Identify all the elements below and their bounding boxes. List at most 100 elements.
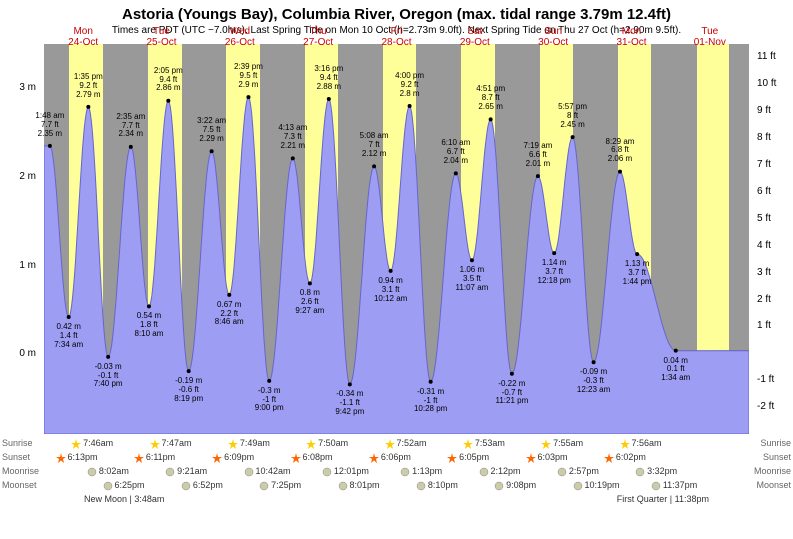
y-tick-ft: 7 ft (757, 159, 771, 170)
y-tick-ft: 3 ft (757, 267, 771, 278)
moonset-cell: 7:25pm (259, 480, 301, 491)
first-quarter-label: First Quarter | 11:38pm (617, 494, 709, 504)
moonset-label-left: Moonset (2, 480, 37, 490)
y-tick-m: 0 m (19, 348, 36, 359)
tide-label: 0.54 m1.8 ft8:10 am (135, 312, 164, 338)
moonrise-label-right: Moonrise (754, 466, 791, 476)
tide-label: 1.14 m3.7 ft12:18 pm (537, 259, 570, 285)
date-label: Mon24-Oct (44, 26, 122, 48)
y-tick-m: 3 m (19, 82, 36, 93)
moonrise-cell: 2:57pm (557, 466, 599, 477)
sunrise-cell: 7:47am (150, 438, 192, 449)
tide-label: 0.42 m1.4 ft7:34 am (54, 323, 83, 349)
moonrise-cell: 8:02am (87, 466, 129, 477)
tide-label: 8:29 am6.8 ft2.06 m (606, 138, 635, 164)
sunset-cell: 6:06pm (369, 452, 411, 463)
tide-label: 0.04 m0.1 ft1:34 am (661, 357, 690, 383)
moon-phase-row: New Moon | 3:48am First Quarter | 11:38p… (44, 494, 749, 508)
tide-label: 2:39 pm9.5 ft2.9 m (234, 63, 263, 89)
tide-label: 4:51 pm8.7 ft2.65 m (476, 85, 505, 111)
moonset-cell: 8:01pm (338, 480, 380, 491)
tide-label: 0.67 m2.2 ft8:46 am (215, 301, 244, 327)
moonrise-cell: 1:13pm (400, 466, 442, 477)
sunset-cell: 6:03pm (526, 452, 568, 463)
sunrise-cell: 7:46am (71, 438, 113, 449)
moonrise-cell: 10:42am (244, 466, 291, 477)
sunrise-cell: 7:49am (228, 438, 270, 449)
y-tick-ft: 10 ft (757, 78, 776, 89)
sunset-label-left: Sunset (2, 452, 30, 462)
y-tick-ft: 6 ft (757, 186, 771, 197)
date-label: Sat29-Oct (436, 26, 514, 48)
moonset-cell: 11:37pm (651, 480, 697, 491)
moonrise-label-left: Moonrise (2, 466, 39, 476)
tide-label: 3:16 pm9.4 ft2.88 m (314, 65, 343, 91)
y-axis-right: -2 ft-1 ft1 ft2 ft3 ft4 ft5 ft6 ft7 ft8 … (749, 44, 793, 434)
sunrise-label-right: Sunrise (760, 438, 791, 448)
tide-label: -0.19 m-0.6 ft8:19 pm (174, 377, 203, 403)
moonrise-cell: 3:32pm (635, 466, 677, 477)
date-label: Tue01-Nov (671, 26, 749, 48)
y-tick-m: 1 m (19, 260, 36, 271)
y-tick-ft: 5 ft (757, 213, 771, 224)
moonset-cell: 9:08pm (494, 480, 536, 491)
date-label: Sun30-Oct (514, 26, 592, 48)
date-label: Tue25-Oct (122, 26, 200, 48)
date-label: Thu27-Oct (279, 26, 357, 48)
sunset-cell: 6:11pm (134, 452, 175, 463)
y-axis-left: 0 m 1 m 2 m 3 m (0, 44, 44, 434)
tide-curve (44, 44, 749, 434)
y-tick-ft: 11 ft (757, 51, 776, 62)
sunset-label-right: Sunset (763, 452, 791, 462)
tide-label: 1:35 pm9.2 ft2.79 m (74, 73, 103, 99)
sunset-cell: 6:13pm (56, 452, 98, 463)
tide-label: -0.31 m-1 ft10:28 pm (414, 388, 447, 414)
sunset-cell: 6:05pm (447, 452, 489, 463)
new-moon-label: New Moon | 3:48am (84, 494, 164, 504)
moonset-cell: 10:19pm (573, 480, 620, 491)
y-tick-m: 2 m (19, 171, 36, 182)
tide-label: 7:19 am6.6 ft2.01 m (523, 142, 552, 168)
moonset-cell: 8:10pm (416, 480, 458, 491)
tide-label: -0.34 m-1.1 ft9:42 pm (335, 390, 364, 416)
sunset-cell: 6:02pm (604, 452, 646, 463)
moonset-cell: 6:52pm (181, 480, 223, 491)
date-label: Wed26-Oct (201, 26, 279, 48)
sunrise-cell: 7:53am (463, 438, 505, 449)
moonset-row: Moonset Moonset 6:25pm6:52pm7:25pm8:01pm… (44, 480, 749, 494)
tide-label: -0.3 m-1 ft9:00 pm (255, 387, 284, 413)
moonrise-cell: 2:12pm (479, 466, 521, 477)
tide-label: 4:00 pm9.2 ft2.8 m (395, 72, 424, 98)
sunrise-label-left: Sunrise (2, 438, 33, 448)
y-tick-ft: 4 ft (757, 240, 771, 251)
sunrise-row: Sunrise Sunrise 7:46am7:47am7:49am7:50am… (44, 438, 749, 452)
moonrise-cell: 12:01pm (322, 466, 369, 477)
sunrise-cell: 7:56am (620, 438, 662, 449)
sunrise-cell: 7:55am (541, 438, 583, 449)
sun-moon-table: Sunrise Sunrise 7:46am7:47am7:49am7:50am… (44, 438, 749, 508)
tide-label: 4:13 am7.3 ft2.21 m (278, 124, 307, 150)
tide-label: 5:08 am7 ft2.12 m (360, 132, 389, 158)
tide-label: -0.03 m-0.1 ft7:40 pm (94, 363, 123, 389)
date-label: Mon31-Oct (592, 26, 670, 48)
tide-label: 6:10 am6.7 ft2.04 m (441, 139, 470, 165)
y-tick-ft: -2 ft (757, 401, 774, 412)
tide-label: 5:57 pm8 ft2.45 m (558, 103, 587, 129)
plot-area: Mon24-OctTue25-OctWed26-OctThu27-OctFri2… (44, 44, 749, 434)
tide-label: 3:22 am7.5 ft2.29 m (197, 117, 226, 143)
tide-label: -0.22 m-0.7 ft11:21 pm (495, 380, 528, 406)
sunrise-cell: 7:52am (385, 438, 427, 449)
chart-title: Astoria (Youngs Bay), Columbia River, Or… (0, 0, 793, 23)
y-tick-ft: 9 ft (757, 105, 771, 116)
tide-chart: Astoria (Youngs Bay), Columbia River, Or… (0, 0, 793, 539)
sunrise-cell: 7:50am (306, 438, 348, 449)
sunset-cell: 6:09pm (212, 452, 254, 463)
tide-label: 0.8 m2.6 ft9:27 am (295, 289, 324, 315)
y-tick-ft: -1 ft (757, 374, 774, 385)
moonset-label-right: Moonset (756, 480, 791, 490)
tide-label: 1.13 m3.7 ft1:44 pm (623, 260, 652, 286)
tide-label: 0.94 m3.1 ft10:12 am (374, 277, 407, 303)
y-tick-ft: 1 ft (757, 320, 771, 331)
sunset-cell: 6:08pm (291, 452, 333, 463)
tide-label: 2:35 am7.7 ft2.34 m (116, 113, 145, 139)
